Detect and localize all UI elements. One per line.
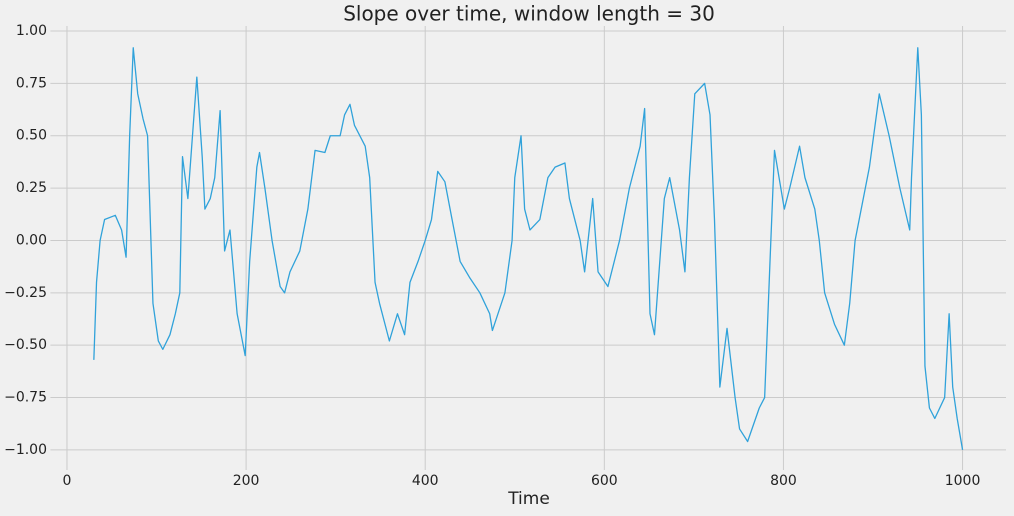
x-tick-label: 1000 xyxy=(945,473,981,489)
x-axis-label: Time xyxy=(507,489,550,509)
y-tick-label: −0.75 xyxy=(4,390,47,406)
x-tick-label: 400 xyxy=(412,473,439,489)
chart-title: Slope over time, window length = 30 xyxy=(343,2,715,26)
y-tick-label: −1.00 xyxy=(4,442,47,458)
x-tick-label: 200 xyxy=(233,473,260,489)
y-tick-label: 0.75 xyxy=(16,75,47,91)
y-tick-label: 0.00 xyxy=(16,232,47,248)
y-tick-label: 0.50 xyxy=(16,128,47,144)
y-tick-label: −0.25 xyxy=(4,285,47,301)
y-tick-label: 1.00 xyxy=(16,23,47,39)
y-tick-label: −0.50 xyxy=(4,337,47,353)
x-tick-label: 800 xyxy=(770,473,797,489)
y-tick-label: 0.25 xyxy=(16,180,47,196)
x-tick-label: 0 xyxy=(63,473,72,489)
x-tick-label: 600 xyxy=(591,473,618,489)
data-line xyxy=(93,47,964,450)
